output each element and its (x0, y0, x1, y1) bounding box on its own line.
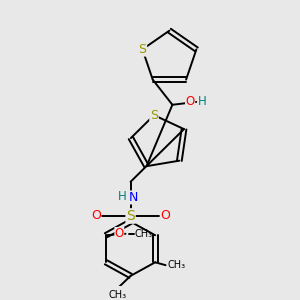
Text: S: S (126, 209, 135, 223)
Text: CH₃: CH₃ (135, 229, 153, 239)
Text: O: O (185, 95, 195, 108)
Text: N: N (128, 191, 138, 204)
Text: S: S (138, 43, 146, 56)
Text: CH₃: CH₃ (167, 260, 185, 270)
Text: O: O (160, 209, 170, 223)
Text: O: O (115, 227, 124, 240)
Text: S: S (150, 109, 158, 122)
Text: H: H (118, 190, 127, 203)
Text: O: O (91, 209, 101, 223)
Text: CH₃: CH₃ (108, 290, 126, 300)
Text: H: H (198, 95, 206, 108)
